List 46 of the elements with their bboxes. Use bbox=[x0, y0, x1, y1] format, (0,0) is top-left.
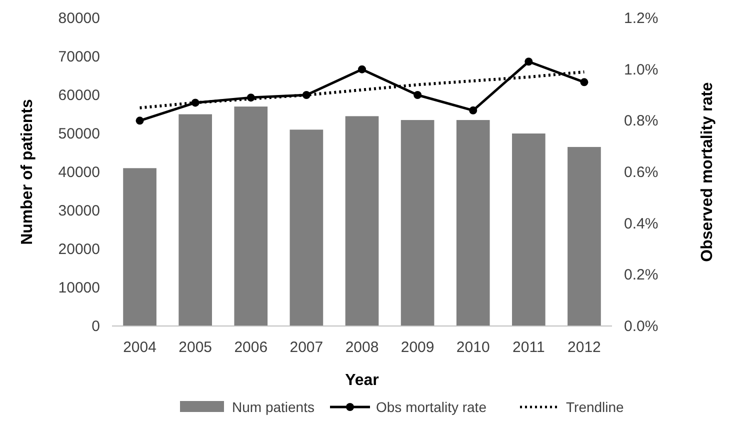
legend-label: Obs mortality rate bbox=[376, 399, 487, 415]
x-tick-label: 2005 bbox=[178, 339, 212, 356]
y-tick-label: 20000 bbox=[58, 241, 100, 258]
bar bbox=[456, 120, 490, 326]
bar bbox=[568, 146, 601, 326]
y2-tick-label: 0.8% bbox=[624, 112, 658, 130]
x-tick-label: 2007 bbox=[290, 339, 324, 356]
legend-label: Trendline bbox=[566, 399, 624, 415]
y2-tick-label: 0.6% bbox=[624, 164, 658, 181]
x-tick-label: 2008 bbox=[345, 339, 379, 356]
point bbox=[414, 91, 422, 99]
x-tick-label: 2004 bbox=[123, 339, 156, 356]
y-tick-label: 30000 bbox=[58, 202, 100, 220]
point bbox=[469, 106, 478, 114]
y-tick-label: 60000 bbox=[58, 87, 100, 104]
y2-tick-label: 1.2% bbox=[624, 10, 658, 27]
bar bbox=[178, 114, 212, 326]
x-axis-title: Year bbox=[345, 372, 379, 389]
y-axis-title: Number of patients bbox=[19, 99, 36, 245]
bar bbox=[123, 168, 156, 326]
y-tick-label: 10000 bbox=[58, 280, 100, 296]
bar bbox=[234, 106, 268, 326]
y2-tick-label: 1.0% bbox=[624, 61, 658, 78]
bar bbox=[345, 116, 379, 326]
x-tick-label: 2009 bbox=[400, 339, 434, 356]
x-tick-label: 2010 bbox=[456, 339, 490, 356]
x-tick-label: 2006 bbox=[234, 339, 268, 356]
y2-axis-title: Observed mortality rate bbox=[699, 82, 716, 262]
bar bbox=[290, 130, 324, 326]
y-tick-label: 0 bbox=[92, 318, 100, 335]
point bbox=[358, 65, 366, 74]
x-tick-label: 2011 bbox=[512, 339, 545, 356]
y2-tick-label: 0.0% bbox=[624, 318, 658, 335]
y-tick-label: 70000 bbox=[58, 48, 100, 66]
bar bbox=[512, 134, 546, 326]
point bbox=[136, 116, 144, 125]
y-tick-label: 80000 bbox=[58, 10, 100, 27]
y-tick-label: 50000 bbox=[58, 126, 100, 142]
point bbox=[524, 58, 533, 66]
y2-tick-label: 0.4% bbox=[624, 215, 658, 232]
point bbox=[580, 78, 588, 86]
y-tick-label: 40000 bbox=[58, 164, 100, 181]
y2-tick-label: 0.2% bbox=[624, 266, 658, 284]
bar bbox=[400, 120, 434, 326]
x-tick-label: 2012 bbox=[568, 339, 601, 356]
legend-label: Num patients bbox=[232, 399, 314, 415]
